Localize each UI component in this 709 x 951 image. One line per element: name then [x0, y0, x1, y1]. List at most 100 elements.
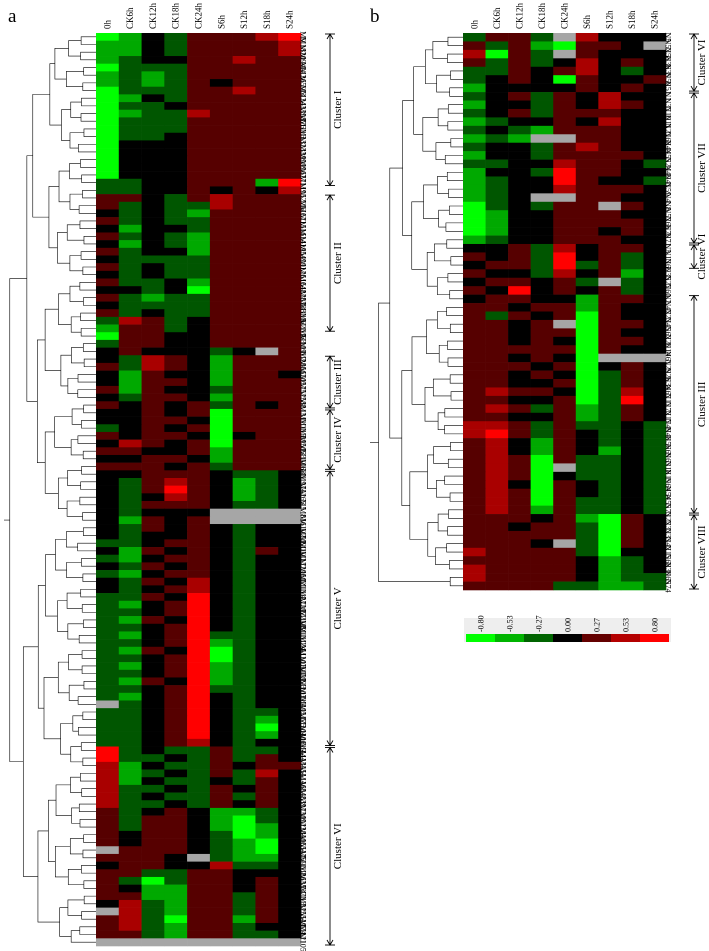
dendrogram-branch	[82, 82, 96, 91]
heatmap-cell	[643, 488, 667, 498]
heatmap-cell	[575, 539, 599, 549]
heatmap-cell	[463, 243, 486, 253]
heatmap-cell	[209, 915, 233, 924]
heatmap-cell	[164, 547, 188, 556]
heatmap-cell	[255, 884, 279, 893]
heatmap-cell	[187, 930, 211, 939]
heatmap-cell	[187, 524, 211, 532]
heatmap-cell	[209, 616, 233, 625]
heatmap-cell	[255, 71, 279, 80]
heatmap-cell	[141, 915, 165, 924]
heatmap-cell	[209, 585, 233, 594]
heatmap-cell	[187, 623, 211, 632]
heatmap-cell	[508, 370, 531, 380]
row-label: M92	[299, 812, 308, 827]
heatmap-cell	[485, 564, 509, 574]
dendrogram-branch	[83, 619, 96, 628]
heatmap-cell	[553, 480, 577, 490]
heatmap-cell	[598, 412, 622, 422]
row-label: M19	[299, 236, 308, 251]
heatmap-cell	[141, 332, 165, 341]
heatmap-cell	[598, 75, 622, 84]
heatmap-cell	[141, 938, 165, 947]
heatmap-cell	[463, 100, 486, 110]
heatmap-cell	[187, 692, 211, 701]
heatmap-cell	[232, 662, 256, 671]
heatmap-cell	[118, 94, 142, 103]
heatmap-cell	[164, 431, 188, 440]
heatmap-cell	[232, 616, 256, 625]
heatmap-cell	[255, 316, 279, 325]
heatmap-cell	[575, 83, 599, 93]
heatmap-cell	[118, 462, 142, 471]
row-label: M20	[299, 45, 308, 60]
heatmap-cell	[643, 522, 667, 532]
heatmap-cell	[209, 746, 233, 755]
arrow-up-icon	[326, 470, 334, 477]
row-label: M72	[299, 605, 308, 620]
heatmap-cell	[598, 193, 622, 203]
heatmap-cell	[232, 838, 256, 847]
heatmap-cell	[141, 255, 165, 264]
dendrogram-branch	[80, 588, 96, 598]
heatmap-cell	[96, 347, 120, 356]
heatmap-cell	[96, 309, 120, 318]
row-label: N68	[664, 554, 673, 568]
heatmap-cell	[164, 408, 188, 417]
heatmap-cell	[485, 260, 509, 270]
heatmap-cell	[598, 58, 622, 68]
row-label: N61	[664, 351, 673, 365]
heatmap-cell	[463, 294, 486, 304]
heatmap-cell	[96, 125, 120, 134]
dendrogram-branch	[450, 256, 463, 266]
row-label: N30	[664, 562, 673, 576]
row-label: M118	[299, 304, 308, 323]
row-label: M74	[299, 919, 308, 934]
dendrogram-branch	[83, 297, 96, 306]
heatmap-cell	[96, 646, 120, 655]
heatmap-cell	[575, 505, 599, 515]
heatmap-cell	[118, 677, 142, 686]
heatmap-cell	[187, 247, 211, 256]
heatmap-cell	[508, 514, 531, 523]
heatmap-cell	[232, 531, 256, 540]
dendrogram-branch	[82, 757, 96, 767]
heatmap-cell	[209, 117, 233, 126]
heatmap-cell	[118, 48, 142, 57]
heatmap-cell	[255, 800, 279, 809]
heatmap-cell	[118, 485, 142, 494]
heatmap-cell	[232, 102, 256, 111]
cluster-label: Cluster VI	[332, 823, 344, 869]
heatmap-cell	[598, 530, 622, 540]
heatmap-cell	[463, 412, 486, 422]
heatmap-cell	[164, 217, 188, 226]
heatmap-cell	[164, 938, 188, 947]
heatmap-cell	[209, 669, 233, 678]
heatmap-cell	[485, 539, 509, 549]
dendrogram-branch	[444, 408, 463, 418]
heatmap-cell	[187, 807, 211, 816]
heatmap-cell	[278, 102, 302, 111]
heatmap-cell	[620, 218, 644, 228]
heatmap-cell	[278, 930, 302, 939]
heatmap-cell	[485, 66, 509, 76]
heatmap-cell	[255, 516, 279, 525]
heatmap-cell	[463, 353, 486, 363]
heatmap-cell	[278, 439, 302, 448]
row-label: M24	[299, 635, 308, 650]
heatmap-cell	[255, 401, 279, 410]
heatmap-cell	[141, 892, 165, 901]
heatmap-cell	[164, 853, 188, 862]
heatmap-cell	[553, 125, 577, 135]
heatmap-cell	[118, 378, 142, 387]
heatmap-cell	[598, 547, 622, 557]
heatmap-cell	[620, 83, 644, 93]
heatmap-cell	[187, 508, 211, 517]
heatmap-cell	[209, 815, 233, 824]
heatmap-cell	[164, 56, 188, 64]
dendrogram-branch	[81, 97, 96, 107]
heatmap-cell	[187, 86, 211, 95]
dendrogram-branch	[77, 696, 96, 705]
heatmap-cell	[553, 530, 577, 540]
heatmap-cell	[96, 301, 120, 310]
